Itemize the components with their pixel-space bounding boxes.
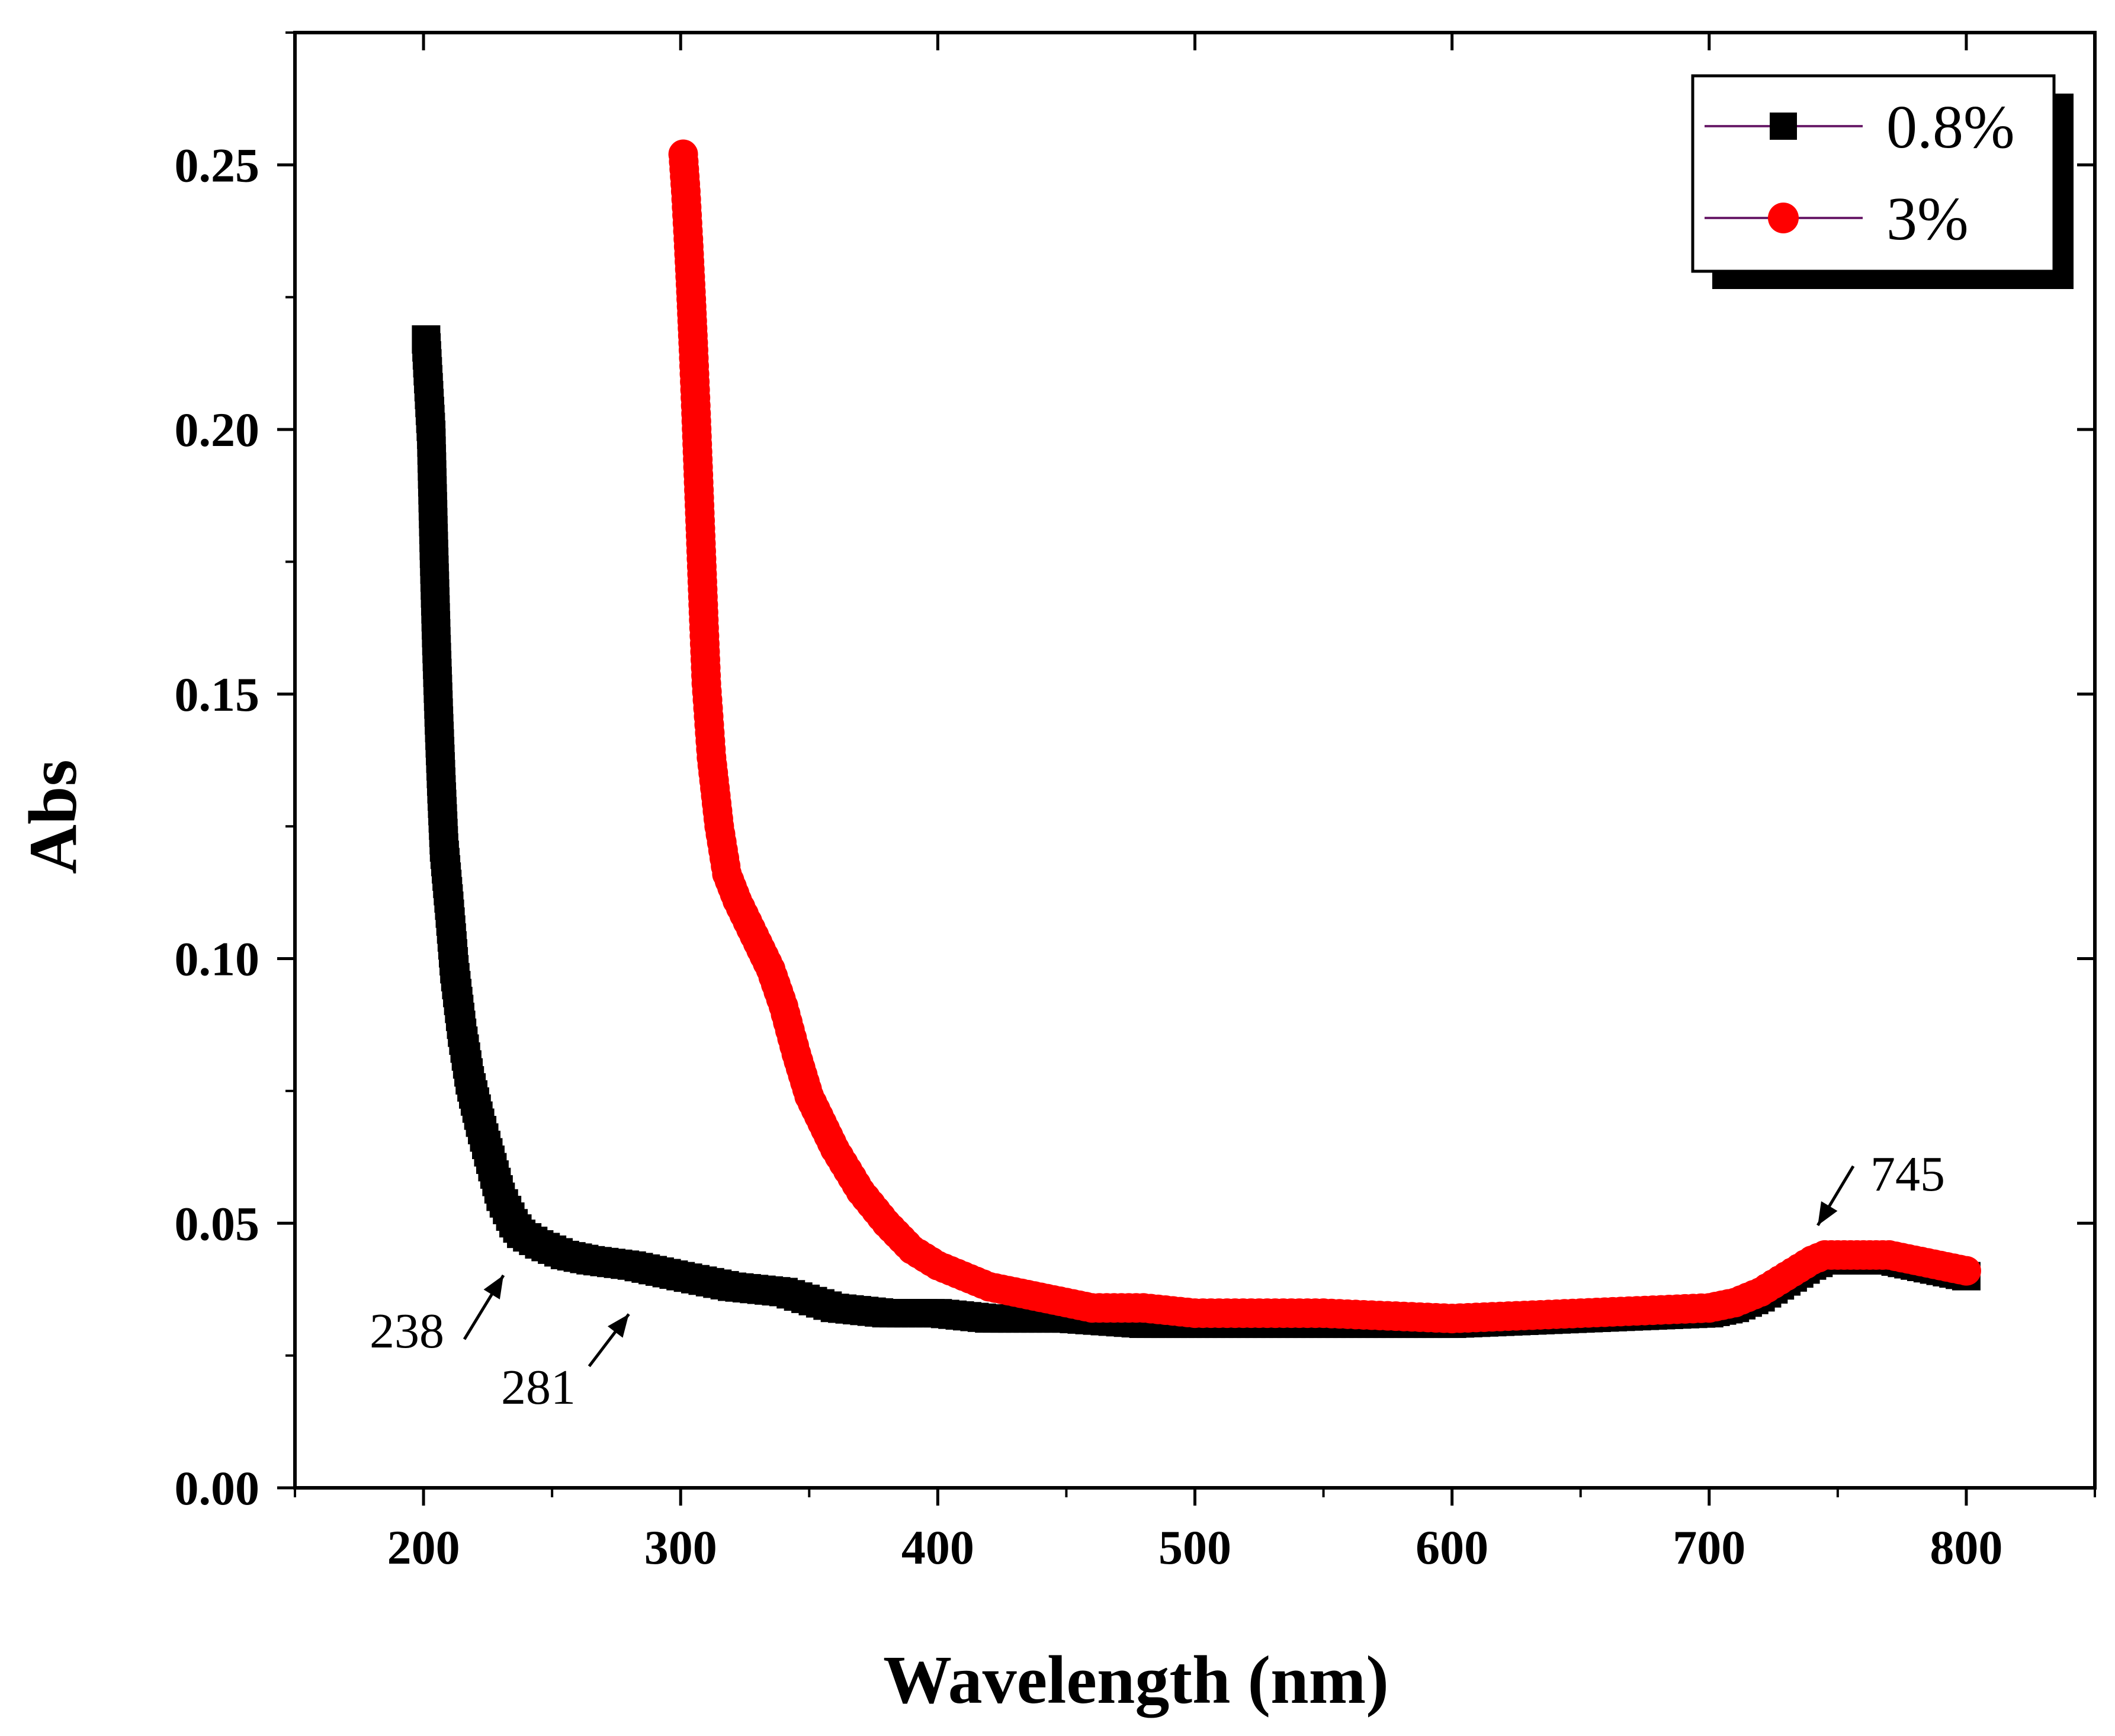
legend-label-0.8: 0.8%: [1886, 93, 2015, 161]
y-tick-label: 0.10: [175, 932, 260, 986]
legend-box: [1691, 74, 2056, 273]
series-line: [682, 154, 1967, 1320]
x-tick-label: 500: [1158, 1520, 1231, 1574]
annotation-arrow-238: [463, 1274, 505, 1340]
y-tick-label: 0.15: [175, 668, 260, 721]
y-tick-label: 0.05: [175, 1196, 260, 1250]
x-axis-title: Wavelength (nm): [883, 1642, 1389, 1718]
legend-marker-0.8: [1770, 113, 1797, 140]
legend-label-3: 3%: [1886, 185, 1969, 253]
annotation-238: 238: [370, 1304, 444, 1359]
series-3%: [668, 139, 1981, 1334]
annotation-arrow-head: [483, 1275, 504, 1299]
x-tick-label: 600: [1416, 1520, 1488, 1574]
annotation-745: 745: [1870, 1147, 1945, 1202]
annotation-281: 281: [501, 1360, 576, 1415]
legend-marker-3: [1768, 203, 1799, 233]
y-tick-label: 0.25: [175, 138, 260, 192]
x-tick-label: 300: [644, 1520, 717, 1574]
annotation-arrow-745: [1816, 1165, 1855, 1227]
x-tick-label: 700: [1673, 1520, 1745, 1574]
annotation-arrow-head: [1818, 1201, 1838, 1225]
annotation-arrow-281: [588, 1313, 630, 1368]
annotation-arrow-head: [607, 1314, 629, 1338]
x-tick-label: 800: [1930, 1520, 2002, 1574]
series-0.8%: [412, 325, 1981, 1339]
series-line: [424, 339, 1967, 1326]
y-tick-label: 0.20: [175, 403, 260, 457]
y-tick-label: 0.00: [175, 1461, 260, 1515]
y-axis-title: Abs: [15, 759, 91, 874]
x-tick-label: 400: [901, 1520, 974, 1574]
legend: 0.8% 3%: [1691, 74, 2074, 289]
x-tick-label: 200: [387, 1520, 460, 1574]
data-point: [1951, 1256, 1981, 1286]
